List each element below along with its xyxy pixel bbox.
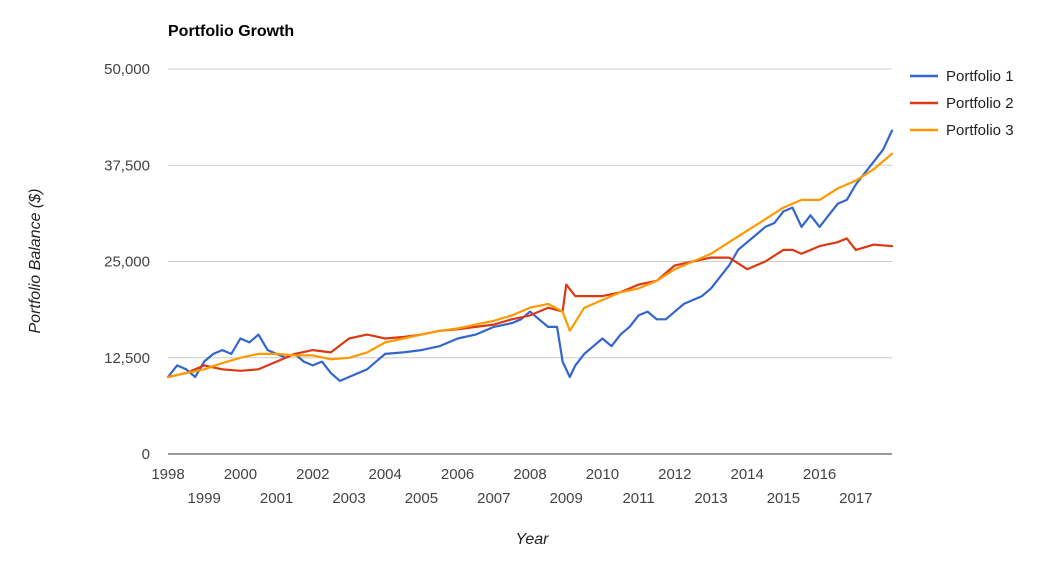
x-tick-label: 2005	[405, 490, 438, 507]
x-tick-label: 2008	[513, 466, 546, 483]
x-tick-label: 2010	[586, 466, 619, 483]
legend-label-portfolio-3: Portfolio 3	[946, 122, 1014, 139]
x-tick-label: 2009	[550, 490, 583, 507]
chart-title: Portfolio Growth	[168, 23, 294, 40]
x-tick-label: 2004	[369, 466, 402, 483]
x-tick-label: 1998	[151, 466, 184, 483]
x-tick-label: 2015	[767, 490, 800, 507]
gridlines	[168, 68, 892, 455]
legend-label-portfolio-1: Portfolio 1	[946, 68, 1014, 85]
y-tick-label: 12,500	[104, 350, 150, 367]
y-tick-label: 25,000	[104, 254, 150, 271]
y-axis-title: Portfolio Balance ($)	[27, 189, 44, 334]
x-tick-label: 2006	[441, 466, 474, 483]
x-axis-ticks: 1998199920002001200220032004200520062007…	[151, 466, 872, 507]
x-tick-label: 2002	[296, 466, 329, 483]
y-tick-label: 37,500	[104, 157, 150, 174]
x-tick-label: 2001	[260, 490, 293, 507]
x-tick-label: 2011	[622, 490, 654, 507]
series-line-portfolio-1	[166, 129, 894, 382]
legend: Portfolio 1 Portfolio 2 Portfolio 3	[910, 68, 1014, 139]
x-tick-label: 2014	[731, 466, 764, 483]
x-tick-label: 2003	[332, 490, 365, 507]
x-axis-title: Year	[516, 531, 550, 548]
y-tick-label: 50,000	[104, 61, 150, 78]
x-tick-label: 2016	[803, 466, 836, 483]
x-tick-label: 2007	[477, 490, 510, 507]
x-tick-label: 2000	[224, 466, 257, 483]
y-tick-label: 0	[142, 446, 150, 463]
y-axis-ticks: 0 12,500 25,000 37,500 50,000	[104, 61, 150, 463]
x-tick-label: 2013	[694, 490, 727, 507]
x-tick-label: 2017	[839, 490, 872, 507]
x-tick-label: 2012	[658, 466, 691, 483]
series-line-portfolio-3	[166, 152, 894, 379]
series-lines	[166, 129, 894, 382]
legend-label-portfolio-2: Portfolio 2	[946, 95, 1014, 112]
x-tick-label: 1999	[188, 490, 221, 507]
